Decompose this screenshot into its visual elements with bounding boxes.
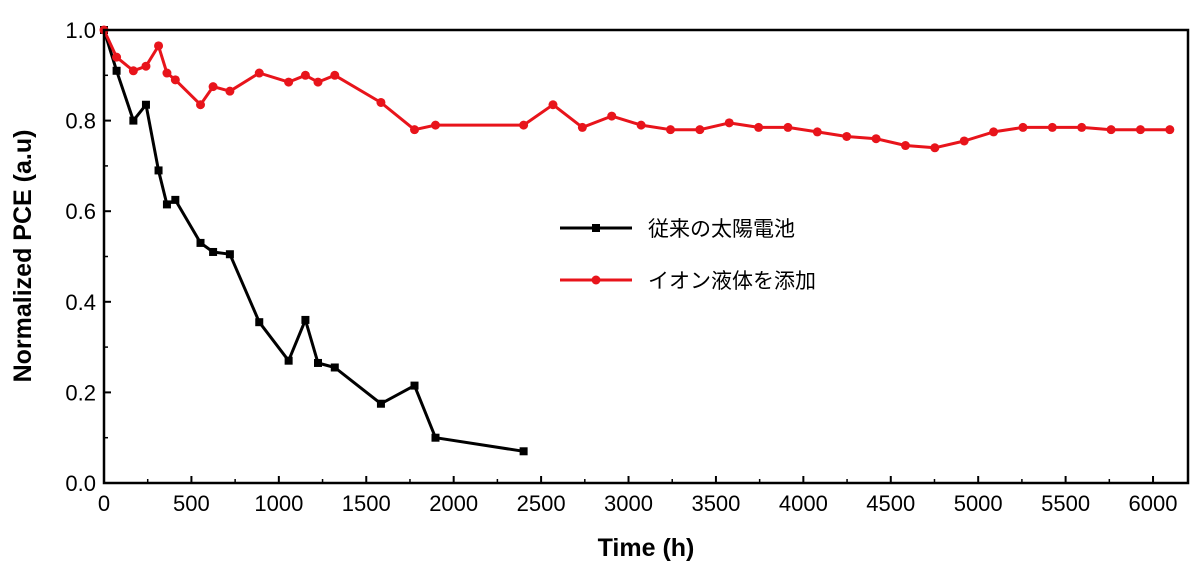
- data-point: [812, 127, 822, 137]
- y-tick-label: 0.6: [65, 199, 96, 224]
- x-tick-label: 5500: [1041, 491, 1090, 516]
- data-point: [209, 247, 218, 256]
- legend-label: 従来の太陽電池: [648, 217, 795, 241]
- data-point: [208, 82, 218, 92]
- data-point: [607, 111, 617, 121]
- x-tick-label: 5000: [954, 491, 1003, 516]
- y-tick-label: 0.4: [65, 290, 96, 315]
- data-point: [519, 120, 529, 130]
- x-tick-label: 4000: [779, 491, 828, 516]
- legend-entry: 従来の太陽電池: [560, 217, 795, 241]
- series-line: [102, 29, 1170, 150]
- x-tick-label: 6000: [1129, 491, 1178, 516]
- data-point: [430, 120, 440, 130]
- data-point: [577, 122, 587, 132]
- legend-marker: [592, 224, 600, 232]
- data-point: [330, 363, 339, 372]
- data-point: [1047, 122, 1057, 132]
- data-point: [141, 61, 151, 71]
- data-point: [154, 41, 164, 51]
- data-point: [1165, 125, 1175, 135]
- series-line: [102, 29, 524, 453]
- data-point: [301, 315, 310, 324]
- data-point: [959, 136, 969, 146]
- x-tick-label: 2000: [429, 491, 478, 516]
- data-point: [783, 122, 793, 132]
- data-point: [196, 100, 206, 110]
- data-point: [314, 358, 323, 367]
- data-point: [930, 143, 940, 153]
- x-tick-label: 3000: [604, 491, 653, 516]
- data-point: [162, 200, 171, 209]
- data-point: [842, 131, 852, 141]
- data-point: [330, 70, 340, 80]
- ticks-layer: 0 500 1000 1500 2000 2500 3000 3500 4000 4500 5000…: [65, 18, 1177, 516]
- legend-label: イオン液体を添加: [648, 269, 816, 293]
- x-tick-label: 1000: [254, 491, 303, 516]
- series-1: [100, 26, 528, 456]
- x-tick-label: 0: [98, 491, 110, 516]
- data-point: [284, 356, 293, 365]
- data-point: [665, 125, 675, 135]
- data-point: [871, 134, 881, 144]
- data-point: [171, 195, 180, 204]
- data-point: [376, 399, 385, 408]
- x-tick-label: 1500: [342, 491, 391, 516]
- data-point: [255, 318, 264, 327]
- data-point: [129, 116, 138, 125]
- legend-marker: [591, 275, 601, 285]
- x-tick-label: 3500: [691, 491, 740, 516]
- data-point: [519, 447, 528, 456]
- data-point: [170, 75, 180, 85]
- y-tick-label: 0.0: [65, 471, 96, 496]
- series-layer: [99, 25, 1175, 456]
- data-point: [548, 100, 558, 110]
- data-point: [196, 238, 205, 247]
- data-point: [1018, 122, 1028, 132]
- y-tick-label: 0.8: [65, 109, 96, 134]
- data-point: [128, 66, 138, 76]
- x-axis-title: Time (h): [598, 534, 695, 562]
- data-point: [300, 70, 310, 80]
- data-point: [112, 66, 121, 75]
- data-point: [225, 250, 234, 259]
- y-tick-label: 0.2: [65, 380, 96, 405]
- data-point: [1077, 122, 1087, 132]
- data-point: [225, 86, 235, 96]
- x-tick-label: 500: [173, 491, 210, 516]
- data-point: [695, 125, 705, 135]
- data-point: [754, 122, 764, 132]
- data-point: [636, 120, 646, 130]
- data-point: [724, 118, 734, 128]
- x-tick-label: 2500: [517, 491, 566, 516]
- data-point: [141, 100, 150, 109]
- data-point: [1135, 125, 1145, 135]
- y-axis-title: Normalized PCE (a.u): [9, 130, 37, 383]
- data-point: [162, 68, 172, 78]
- data-point: [900, 141, 910, 151]
- data-point: [431, 433, 440, 442]
- data-point: [410, 125, 420, 135]
- data-point: [284, 77, 294, 87]
- data-point: [1106, 125, 1116, 135]
- data-point: [989, 127, 999, 137]
- data-point: [112, 52, 122, 62]
- data-point: [254, 68, 264, 78]
- y-tick-label: 1.0: [65, 18, 96, 43]
- x-tick-label: 4500: [866, 491, 915, 516]
- data-point: [410, 381, 419, 390]
- series-2: [99, 25, 1175, 153]
- data-point: [376, 97, 386, 107]
- legend-entry: イオン液体を添加: [560, 269, 816, 293]
- data-point: [154, 166, 163, 175]
- plot-frame: [102, 28, 1190, 485]
- data-point: [313, 77, 323, 87]
